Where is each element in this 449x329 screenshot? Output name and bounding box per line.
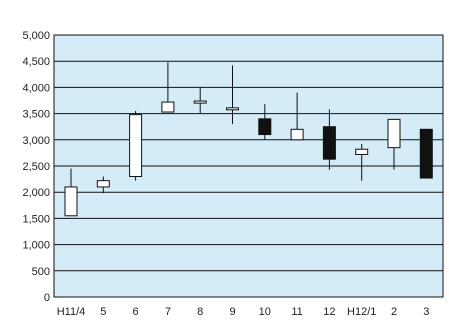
x-tick-label: 3 [423,306,429,318]
x-tick-label: 9 [229,306,235,318]
y-tick-label: 4,000 [22,82,50,94]
candle-body [96,180,110,188]
y-tick-label: 500 [32,266,50,278]
y-tick-label: 2,500 [22,161,50,173]
candle-body [322,126,336,160]
candle [258,104,272,140]
candle [419,128,433,179]
candles [64,62,433,217]
candle [161,62,175,113]
x-tick-label: H11/4 [57,306,86,318]
candle-body [193,100,207,104]
y-tick-label: 3,000 [22,135,50,147]
candle-body [161,101,175,113]
x-tick-label: 12 [323,306,335,318]
candle-body [419,128,433,179]
y-tick-label: 3,500 [22,109,50,121]
x-tick-label: H12/1 [347,306,376,318]
x-tick-label: 5 [100,306,106,318]
x-axis-ticks: H11/4 5 6 7 8 9 10 11 12 H12/1 2 3 [57,306,430,318]
x-tick-label: 6 [133,306,139,318]
x-tick-label: 2 [391,306,397,318]
y-tick-label: 1,500 [22,213,50,225]
candle-body [64,186,78,217]
candle-body [226,107,239,111]
plot-border [53,34,444,298]
candle [193,87,207,114]
gridlines [54,60,443,272]
y-tick-label: 4,500 [22,56,50,68]
x-tick-label: 7 [165,306,171,318]
candle-body [387,118,401,149]
candle [129,110,143,181]
candle [290,92,304,141]
candle-body [258,118,272,136]
candle [96,176,110,194]
candle [355,143,369,181]
candle [322,109,336,170]
candle [64,168,78,217]
candle-body [355,148,369,155]
candle [226,65,239,125]
x-tick-label: 11 [291,306,302,318]
x-tick-label: 10 [259,306,271,318]
x-tick-label: 8 [197,306,203,318]
candle [387,118,401,170]
y-tick-label: 2,000 [22,187,50,199]
y-tick-label: 5,000 [22,30,50,42]
candle-body [290,128,304,141]
candle-body [129,114,143,177]
y-axis-ticks: 0 500 1,000 1,500 2,000 2,500 3,000 3,500 4,000 4… [22,30,50,304]
y-tick-label: 0 [44,292,50,304]
y-tick-label: 1,000 [22,240,50,252]
